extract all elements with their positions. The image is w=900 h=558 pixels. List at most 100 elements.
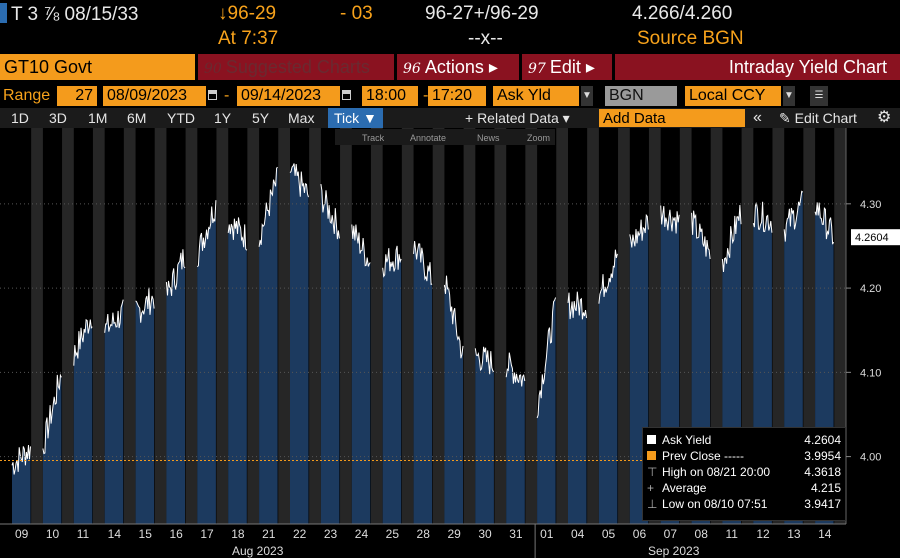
period-1d[interactable]: 1D <box>11 110 29 126</box>
legend-low-label: Low on 08/10 07:51 <box>662 497 768 511</box>
quote-size: --x-- <box>468 28 503 49</box>
menu-icon[interactable]: ☰ <box>810 86 828 106</box>
start-date-field[interactable]: 08/09/2023 <box>103 86 206 106</box>
area-session <box>290 163 309 524</box>
legend-swatch-white <box>647 435 656 444</box>
session-band <box>185 128 198 524</box>
tick-line-segment <box>196 200 217 268</box>
actions-label: Actions ▸ <box>424 57 498 77</box>
tick-line-segment <box>505 352 526 387</box>
actions-menu[interactable]: 96 Actions ▸ <box>397 54 519 80</box>
legend-high: ⊤ High on 08/21 20:00 <box>647 464 770 480</box>
session-band <box>278 128 290 524</box>
tick-line-segment <box>258 166 278 247</box>
title-bar: GT10 Govt 90 Suggested Charts 96 Actions ▸… <box>0 54 900 80</box>
collapse-icon[interactable]: « <box>753 109 762 126</box>
x-tick-label: 31 <box>509 527 523 541</box>
edit-menu[interactable]: 97 Edit ▸ <box>522 54 612 80</box>
subtools-bg <box>335 129 555 145</box>
period-max[interactable]: Max <box>288 110 315 126</box>
area-session <box>166 249 185 525</box>
legend-ask-yield-label: Ask Yield <box>662 433 712 447</box>
session-band <box>216 128 229 524</box>
period-1y[interactable]: 1Y <box>214 110 232 126</box>
x-tick-label: 05 <box>602 527 616 541</box>
period-3d[interactable]: 3D <box>49 110 67 126</box>
session-band <box>432 128 445 524</box>
session-band <box>525 128 538 524</box>
source-field[interactable]: BGN <box>605 86 677 106</box>
tick-line-segment <box>443 275 464 359</box>
tick-line-segment <box>227 217 248 251</box>
month-label-sep: Sep 2023 <box>648 544 700 558</box>
add-data-field[interactable] <box>599 109 747 127</box>
calendar-icon[interactable] <box>208 90 217 100</box>
session-band <box>648 128 661 524</box>
suggested-charts-menu[interactable]: 90 Suggested Charts <box>198 54 394 80</box>
related-data-button[interactable]: + Related Data ▾ <box>465 110 570 126</box>
yield-chart[interactable]: Track Annotate News Zoom 4.004.104.204.304.… <box>0 128 900 558</box>
x-tick-label: 16 <box>169 527 183 541</box>
gear-icon[interactable]: ⚙ <box>877 109 892 126</box>
currency-select[interactable]: Local CCY <box>685 86 781 106</box>
end-time-field[interactable]: 17:20 <box>428 86 486 106</box>
last-price: ↓96-29 <box>218 3 277 24</box>
x-tick-label: 07 <box>664 527 678 541</box>
tick-line-segment <box>721 204 742 273</box>
low-marker-icon: ⊥ <box>647 497 658 511</box>
tick-line-segment <box>567 291 587 320</box>
calendar-icon[interactable] <box>342 90 351 100</box>
tick-line-segment <box>104 299 124 333</box>
area-session <box>351 224 371 524</box>
range-days[interactable]: 27 <box>57 86 97 106</box>
chevron-down-icon[interactable]: ▼ <box>783 86 795 106</box>
area-session <box>135 287 155 524</box>
chart-subtools: Track Annotate News Zoom <box>335 129 555 145</box>
area-session <box>598 249 618 524</box>
legend-average-label: Average <box>662 481 707 495</box>
tick-line-segment <box>814 202 835 245</box>
ticker-field[interactable]: GT10 Govt <box>0 54 195 80</box>
period-5y[interactable]: 5Y <box>252 110 270 126</box>
area-session <box>413 241 433 524</box>
x-tick-label: 10 <box>46 527 60 541</box>
area-session <box>104 299 124 524</box>
tick-line-segment <box>135 287 155 323</box>
yield-area <box>12 163 834 525</box>
start-time-field[interactable]: 18:00 <box>362 86 418 106</box>
field-select[interactable]: Ask Yld <box>493 86 579 106</box>
period-ytd[interactable]: YTD <box>167 110 195 126</box>
range-separator: - <box>224 87 230 104</box>
tick-line-segment <box>351 224 371 267</box>
session-band <box>62 128 74 524</box>
legend-high-value: 4.3618 <box>804 465 841 479</box>
period-1m[interactable]: 1M <box>88 110 108 126</box>
month-label-aug: Aug 2023 <box>232 544 284 558</box>
legend-low: ⊥ Low on 08/10 07:51 <box>647 496 767 512</box>
legend-swatch-orange <box>647 451 656 460</box>
chevron-down-icon[interactable]: ▼ <box>581 86 593 106</box>
session-band <box>803 128 816 524</box>
period-6m[interactable]: 6M <box>127 110 147 126</box>
area-session <box>320 184 340 524</box>
area-session <box>259 167 278 524</box>
end-date-field[interactable]: 09/14/2023 <box>237 86 340 106</box>
add-data-input[interactable] <box>599 109 747 127</box>
area-session <box>42 374 62 524</box>
legend-average: + Average <box>647 480 706 496</box>
bid-ask-price: 96-27+/96-29 <box>425 3 539 24</box>
x-tick-label: 06 <box>633 527 647 541</box>
tick-series <box>11 163 835 475</box>
session-band <box>710 128 723 524</box>
range-bar: Range 27 08/09/2023 - 09/14/2023 18:00 -… <box>0 85 900 107</box>
average-marker-icon: + <box>647 481 655 495</box>
period-tick-selected[interactable]: Tick ▼ <box>328 108 383 128</box>
tick-line-segment <box>73 318 93 366</box>
tick-line-segment <box>783 190 804 242</box>
session-band <box>772 128 785 524</box>
session-band <box>556 128 568 524</box>
edit-chart-button[interactable]: ✎ Edit Chart <box>779 110 857 126</box>
tick-line-segment <box>320 184 340 240</box>
tick-line-segment <box>413 240 433 286</box>
session-band <box>340 128 352 524</box>
